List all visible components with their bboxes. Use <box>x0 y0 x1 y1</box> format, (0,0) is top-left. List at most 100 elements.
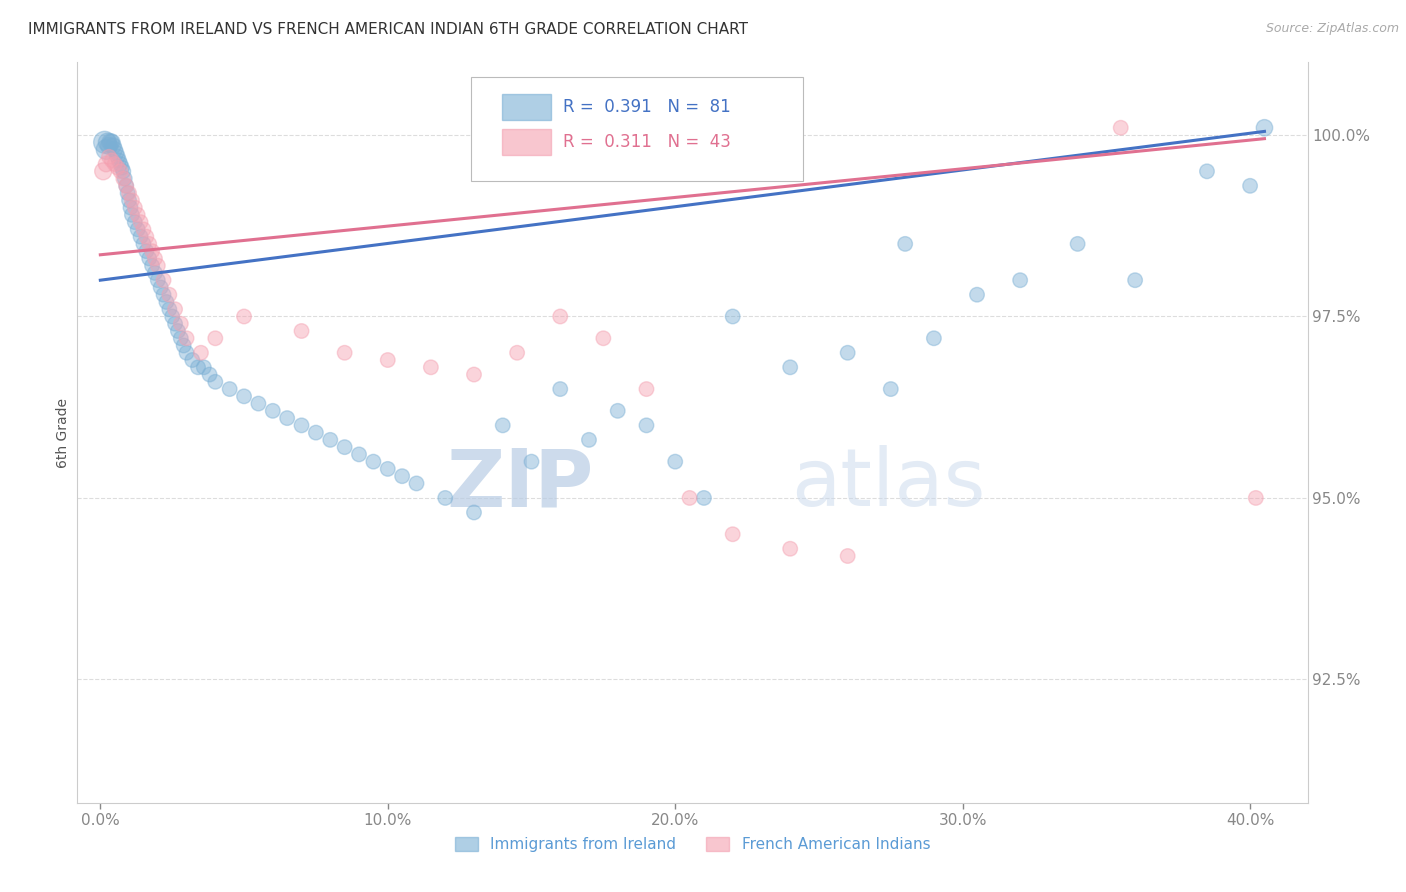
Point <box>176 331 198 345</box>
Point <box>135 229 157 244</box>
Point <box>204 375 226 389</box>
Point <box>127 208 149 222</box>
Point <box>121 194 143 208</box>
Point <box>377 353 399 368</box>
Point <box>391 469 413 483</box>
Point <box>141 244 163 259</box>
Point <box>578 433 600 447</box>
Point <box>463 368 485 382</box>
Point <box>96 136 118 150</box>
Point <box>165 317 187 331</box>
FancyBboxPatch shape <box>471 78 803 181</box>
Point <box>678 491 700 505</box>
Point <box>103 139 125 153</box>
Point <box>138 252 160 266</box>
Point <box>548 310 571 324</box>
Point <box>548 382 571 396</box>
Point <box>141 259 163 273</box>
Point <box>124 201 146 215</box>
Point <box>143 266 166 280</box>
Point <box>129 229 152 244</box>
Point <box>779 541 801 556</box>
Point <box>124 215 146 229</box>
Point <box>405 476 427 491</box>
Point <box>160 310 183 324</box>
Point <box>100 136 122 150</box>
Point <box>837 345 859 359</box>
Point <box>110 157 132 171</box>
Point <box>108 153 131 168</box>
Point <box>636 382 658 396</box>
Point <box>143 252 166 266</box>
Point <box>922 331 945 345</box>
Point <box>181 353 204 368</box>
Point <box>157 302 180 317</box>
Point <box>276 411 298 425</box>
Point <box>1195 164 1218 178</box>
Point <box>173 338 195 352</box>
Point <box>218 382 240 396</box>
Point <box>104 143 127 157</box>
Point <box>157 287 180 301</box>
Point <box>363 455 385 469</box>
Point <box>290 324 312 338</box>
Point <box>1239 178 1261 193</box>
Point <box>152 273 174 287</box>
Point <box>1253 120 1275 135</box>
Point <box>198 368 221 382</box>
Text: ZIP: ZIP <box>447 445 595 524</box>
Y-axis label: 6th Grade: 6th Grade <box>56 398 70 467</box>
Point <box>305 425 328 440</box>
Text: R =  0.311   N =  43: R = 0.311 N = 43 <box>564 133 731 151</box>
Point <box>190 345 212 359</box>
Point <box>107 161 129 175</box>
Point <box>91 164 114 178</box>
Point <box>520 455 543 469</box>
Point <box>93 136 115 150</box>
Point <box>114 171 136 186</box>
Text: Source: ZipAtlas.com: Source: ZipAtlas.com <box>1265 22 1399 36</box>
Point <box>347 447 370 461</box>
Point <box>97 139 120 153</box>
Point <box>132 222 155 236</box>
Point <box>333 440 356 454</box>
Point <box>132 236 155 251</box>
Point <box>693 491 716 505</box>
Point <box>121 208 143 222</box>
Point <box>319 433 342 447</box>
Point <box>101 136 124 150</box>
Text: R =  0.391   N =  81: R = 0.391 N = 81 <box>564 98 731 116</box>
Point <box>104 157 127 171</box>
Point <box>101 153 124 168</box>
Point <box>94 157 117 171</box>
Point <box>110 164 132 178</box>
Point <box>779 360 801 375</box>
Point <box>176 345 198 359</box>
Point <box>1244 491 1267 505</box>
Point <box>233 310 256 324</box>
Point <box>247 396 270 410</box>
Point <box>606 404 628 418</box>
Point <box>97 150 120 164</box>
Point <box>333 345 356 359</box>
Point <box>112 171 135 186</box>
Point <box>155 295 177 310</box>
Point <box>165 302 187 317</box>
Point <box>463 506 485 520</box>
Point <box>1109 120 1132 135</box>
Point <box>636 418 658 433</box>
Point <box>434 491 457 505</box>
Point <box>592 331 614 345</box>
Point <box>135 244 157 259</box>
Point <box>105 146 128 161</box>
Point <box>664 455 686 469</box>
Point <box>966 287 988 301</box>
Point <box>138 236 160 251</box>
Point <box>118 194 141 208</box>
Point <box>290 418 312 433</box>
Point <box>118 186 141 200</box>
Point <box>170 317 193 331</box>
Point <box>894 236 917 251</box>
Point <box>107 150 129 164</box>
Text: atlas: atlas <box>792 445 986 524</box>
